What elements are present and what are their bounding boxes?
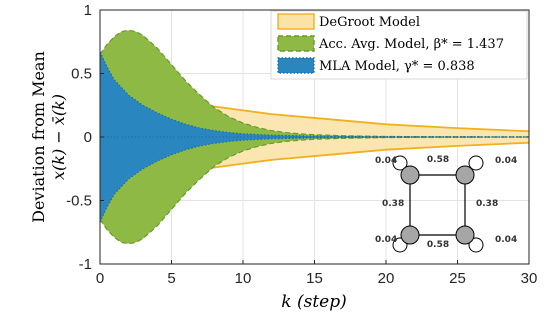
edge-weight-label: 0.38 <box>382 199 404 209</box>
graph-node <box>455 165 475 185</box>
legend-label-3: MLA Model, γ* = 0.838 <box>319 59 475 74</box>
series-edge-upper-3 <box>100 51 529 138</box>
legend-label-2: Acc. Avg. Model, β* = 1.437 <box>318 37 504 52</box>
graph-node <box>400 225 420 245</box>
self-loop <box>468 237 484 253</box>
graph-node <box>455 225 475 245</box>
x-ticks: 0 5 10 15 20 25 30 <box>96 260 538 287</box>
edge-weight-label: 0.38 <box>476 199 498 209</box>
edge-weight-label: 0.04 <box>375 235 397 245</box>
series-edge-upper-2 <box>100 29 529 138</box>
edge-weight-label: 0.58 <box>427 240 449 250</box>
x-axis-label: k (step) <box>281 292 346 312</box>
y-tick-label: 1 <box>84 2 92 19</box>
y-tick-label: -0.5 <box>66 193 92 210</box>
series-edge-lower-3 <box>100 136 529 223</box>
legend-swatch-3 <box>277 57 315 74</box>
legend: DeGroot Model Acc. Avg. Model, β* = 1.437… <box>270 10 528 80</box>
x-tick-label: 0 <box>96 270 104 287</box>
series-edge-lower-2 <box>100 136 529 245</box>
x-tick-label: 5 <box>167 270 175 287</box>
legend-swatch-2 <box>277 35 315 52</box>
x-tick-label: 25 <box>449 270 466 287</box>
graph-node <box>400 165 420 185</box>
self-loop <box>392 155 408 171</box>
x-tick-label: 20 <box>378 270 395 287</box>
y-tick-label: 0 <box>84 129 92 146</box>
self-loop <box>468 155 484 171</box>
y-tick-label: 0.5 <box>71 66 92 83</box>
x-tick-label: 30 <box>521 270 538 287</box>
x-tick-label: 10 <box>235 270 252 287</box>
edge-weight-label: 0.04 <box>375 156 397 166</box>
legend-swatch-1 <box>277 13 315 30</box>
edge-weight-label: 0.04 <box>495 156 517 166</box>
inset-graph: 0.04 0.04 0.04 0.04 0.58 0.58 0.38 0.38 <box>375 155 517 253</box>
y-tick-label: -1 <box>79 256 92 273</box>
series-areas <box>100 29 529 245</box>
edge-weight-label: 0.04 <box>495 235 517 245</box>
y-axis-label-line2: x(k) − x̄(k) <box>49 94 68 180</box>
legend-label-1: DeGroot Model <box>319 15 420 30</box>
x-tick-label: 15 <box>306 270 323 287</box>
y-axis-label-line1: Deviation from Mean <box>29 51 48 223</box>
edge-weight-label: 0.58 <box>427 155 449 165</box>
y-ticks: -1 -0.5 0 0.5 1 <box>66 2 104 273</box>
